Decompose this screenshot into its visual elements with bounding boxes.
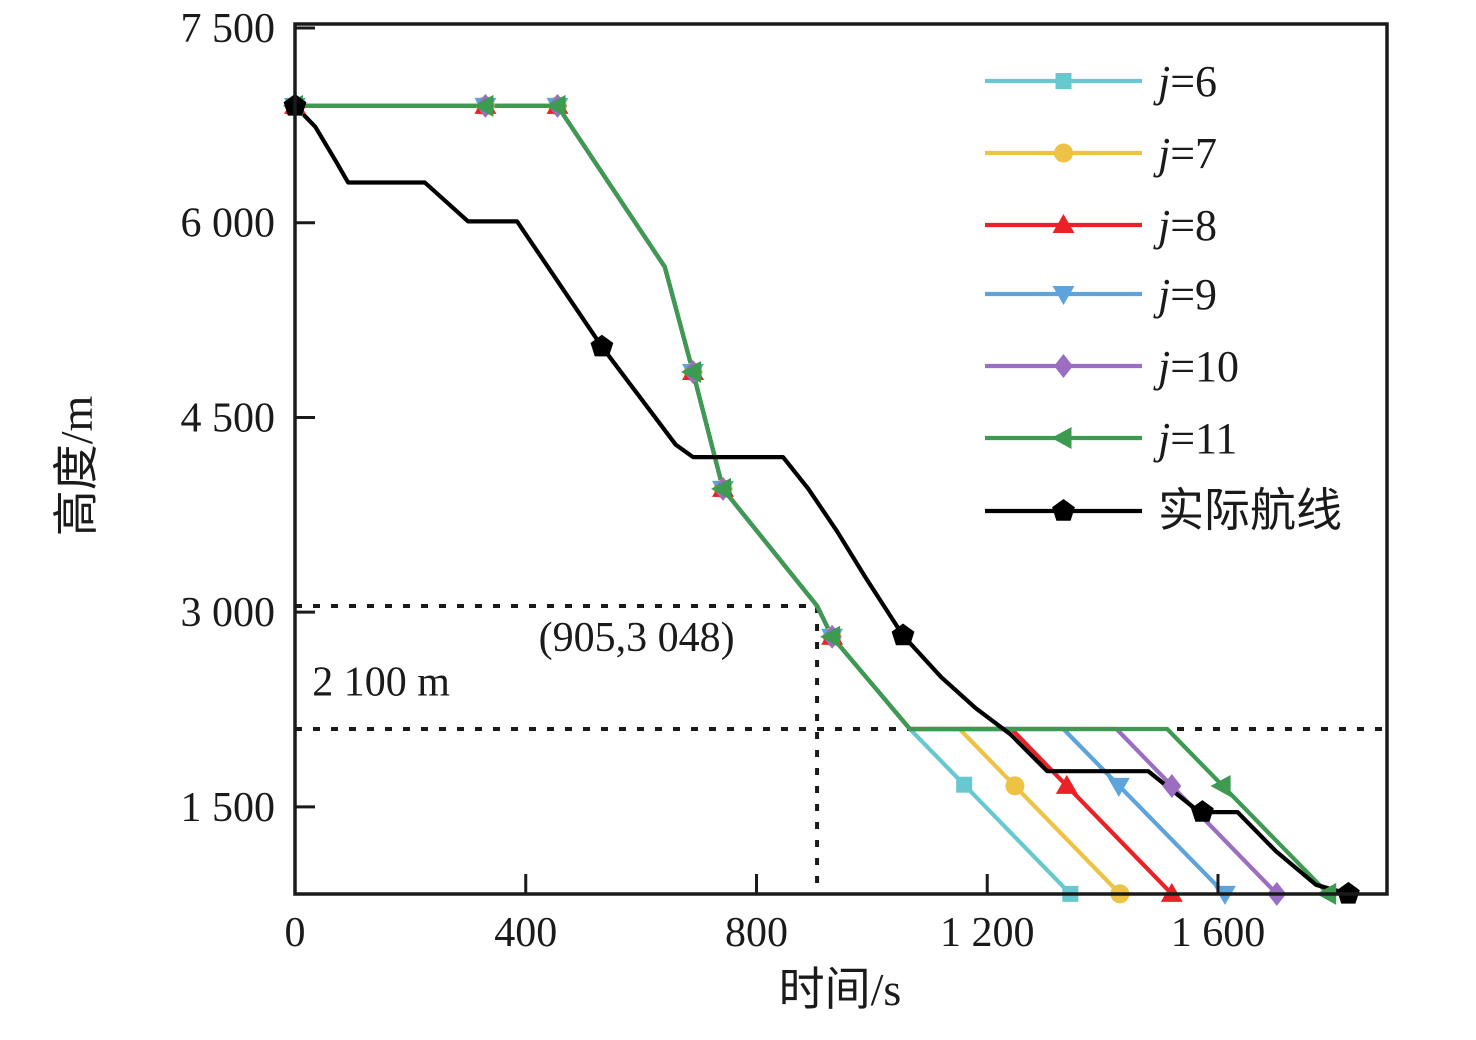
j11-marker: [473, 94, 494, 117]
legend-label-j7: j=7: [1153, 129, 1217, 178]
actual-marker: [1191, 800, 1214, 822]
legend-label-actual: 实际航线: [1158, 485, 1342, 536]
legend-marker-j6: [1055, 73, 1072, 89]
j11-marker: [545, 94, 566, 117]
axes: 0 400 800 1 200 1 600 1 500 3 000 4 500 6 000 7 5…: [51, 6, 1389, 1015]
legend-label-j6: j=6: [1153, 57, 1217, 106]
legend-label-j11: j=11: [1153, 414, 1237, 463]
annotation-labels: (905,3 048) 2 100 m: [312, 615, 734, 705]
legend-label-j8: j=8: [1153, 201, 1217, 250]
series-markers: [283, 93, 1360, 906]
j8-marker: [1055, 774, 1078, 794]
legend: j=6 j=7 j=8 j=9 j=10 j=11 实际航线: [985, 57, 1342, 536]
y-tick-label: 1 500: [181, 785, 276, 831]
altitude-annotation-label: 2 100 m: [312, 659, 450, 705]
legend-marker-j11: [1051, 427, 1072, 449]
actual-marker: [590, 334, 614, 357]
x-axis-title: 时间/s: [779, 964, 902, 1015]
j11-marker: [1210, 775, 1231, 797]
x-tick-label: 1 600: [1171, 910, 1266, 956]
x-tick-label: 400: [494, 910, 557, 956]
y-tick-label: 4 500: [181, 395, 276, 441]
series-line-j6: [292, 103, 1073, 897]
j11-marker: [681, 361, 701, 383]
j10-marker: [1162, 774, 1182, 798]
y-tick-label: 6 000: [181, 201, 276, 247]
j9-marker: [1107, 777, 1130, 797]
plot-frame: [293, 22, 1389, 896]
point-annotation-label: (905,3 048): [539, 615, 735, 661]
legend-marker-actual: [1052, 499, 1075, 521]
x-tick-label: 1 200: [940, 910, 1035, 956]
legend-marker-j8: [1052, 214, 1075, 233]
j11-marker: [711, 477, 731, 500]
x-tick-label: 800: [725, 910, 788, 956]
y-tick-label: 3 000: [181, 590, 276, 636]
legend-label-j9: j=9: [1153, 270, 1217, 319]
legend-marker-j10: [1054, 354, 1073, 378]
legend-label-j10: j=10: [1153, 342, 1239, 391]
actual-marker: [891, 623, 915, 646]
annotation-lines: [295, 603, 1387, 894]
legend-marker-j9: [1052, 286, 1075, 305]
y-tick-label: 7 500: [181, 6, 276, 52]
j6-marker: [956, 776, 973, 793]
j11-marker: [820, 625, 841, 648]
legend-marker-j7: [1054, 143, 1073, 163]
series-line-j11: [292, 103, 1331, 897]
j7-marker: [1005, 776, 1025, 796]
x-tick-label: 0: [285, 910, 306, 956]
y-axis-title: 高度/m: [51, 396, 102, 537]
